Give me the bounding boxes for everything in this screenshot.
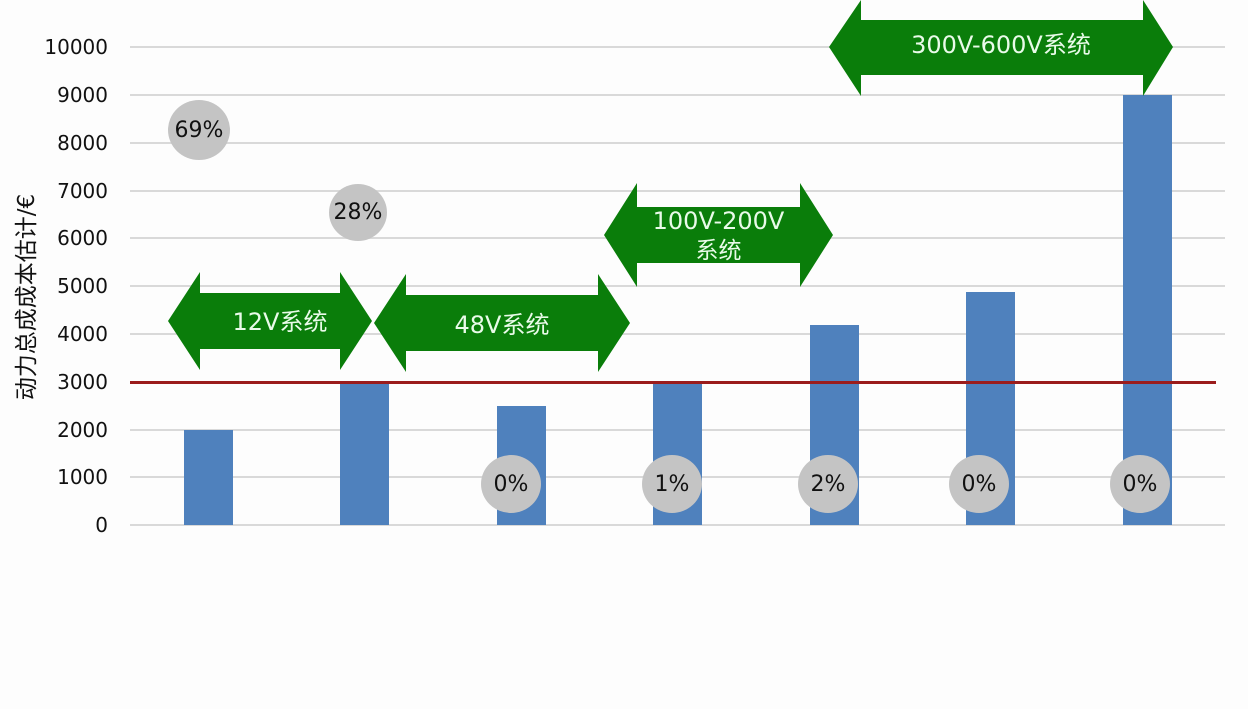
bar-7 <box>1123 95 1172 525</box>
y-tick-5000: 5000 <box>57 274 108 298</box>
share-bubble-1: 69% <box>168 100 230 160</box>
arrow-label-100v-line2: 系统 <box>695 238 742 264</box>
share-bubble-7: 0% <box>1110 455 1170 513</box>
gridline <box>130 190 1225 192</box>
double-arrow-icon <box>604 183 833 287</box>
double-arrow-icon <box>374 274 630 372</box>
share-bubble-6: 0% <box>949 455 1009 513</box>
arrow-label-300v-600v: 300V-600V系统 <box>911 31 1091 59</box>
gridline <box>130 46 1225 48</box>
range-arrow-48v: 48V系统 <box>374 274 630 372</box>
gridline <box>130 94 1225 96</box>
gridline <box>130 285 1225 287</box>
x-axis-baseline <box>130 524 1225 526</box>
y-tick-0: 0 <box>95 513 108 537</box>
double-arrow-icon <box>168 272 372 370</box>
reference-line-3000 <box>130 381 1216 384</box>
arrow-label-100v-line1: 100V-200V <box>652 207 785 235</box>
share-bubble-5: 2% <box>798 455 858 513</box>
y-tick-4000: 4000 <box>57 322 108 346</box>
double-arrow-icon <box>829 0 1173 96</box>
y-tick-1000: 1000 <box>57 465 108 489</box>
range-arrow-300v-600v: 300V-600V系统 <box>829 0 1173 96</box>
y-tick-10000: 10000 <box>44 35 108 59</box>
arrow-label-12v: 12V系统 <box>232 308 328 336</box>
y-tick-2000: 2000 <box>57 418 108 442</box>
share-bubble-2: 28% <box>329 184 387 241</box>
y-tick-8000: 8000 <box>57 131 108 155</box>
y-tick-6000: 6000 <box>57 226 108 250</box>
gridline <box>130 142 1225 144</box>
y-tick-9000: 9000 <box>57 83 108 107</box>
range-arrow-100v-200v: 100V-200V 系统 <box>604 183 833 287</box>
range-arrow-12v: 12V系统 <box>168 272 372 370</box>
y-tick-3000: 3000 <box>57 370 108 394</box>
share-bubble-3: 0% <box>481 455 541 513</box>
bar-1 <box>184 430 233 525</box>
y-tick-7000: 7000 <box>57 179 108 203</box>
bar-2 <box>340 382 389 525</box>
share-bubble-4: 1% <box>642 455 702 513</box>
gridline <box>130 333 1225 335</box>
arrow-label-48v: 48V系统 <box>454 311 550 339</box>
